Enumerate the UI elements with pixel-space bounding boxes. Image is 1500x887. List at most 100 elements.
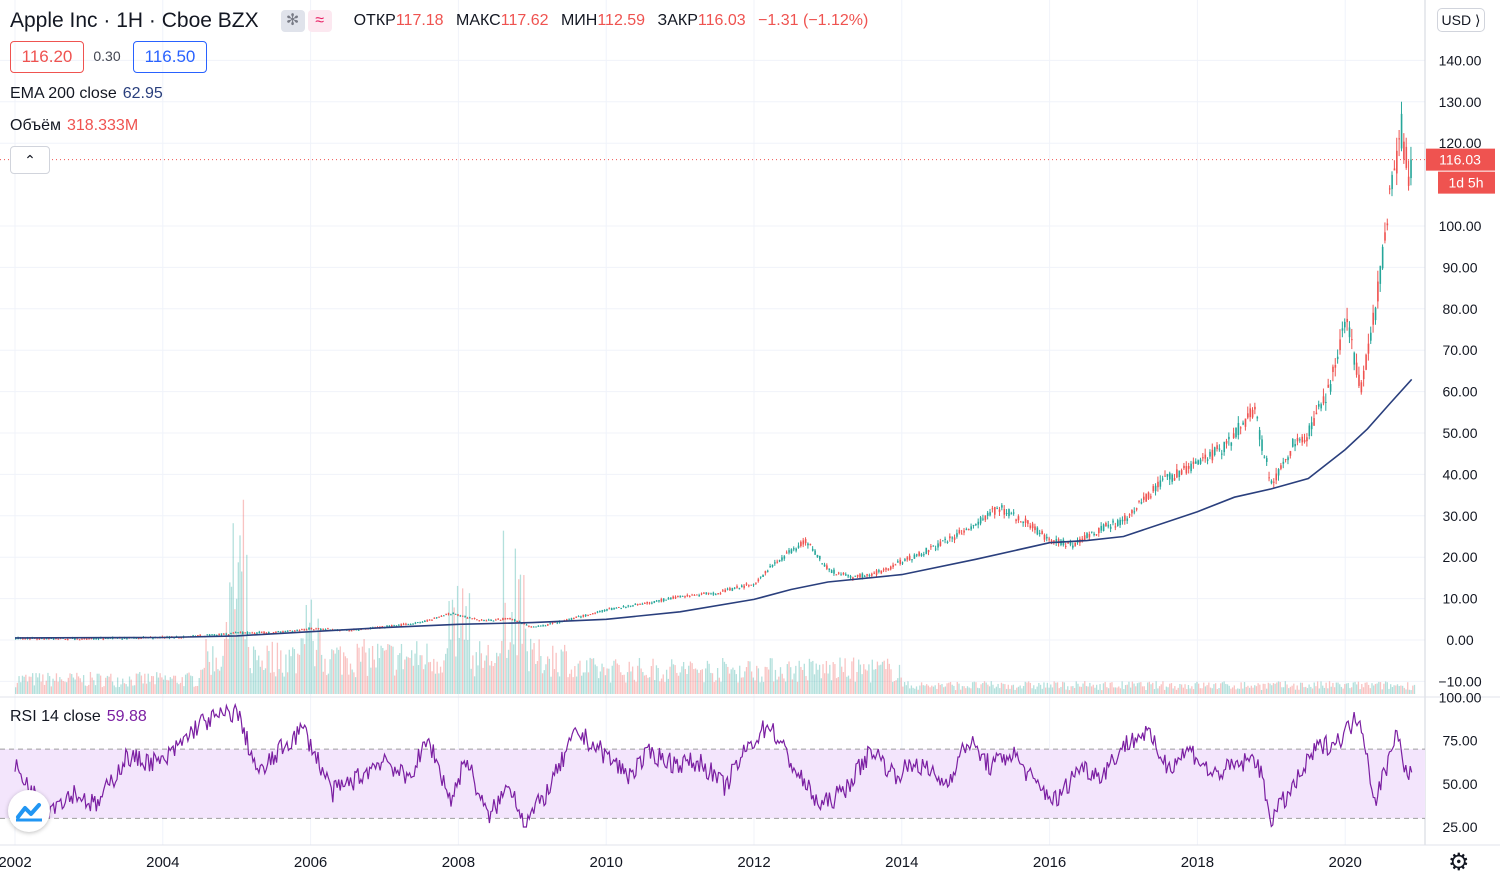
bid-button[interactable]: 116.20 bbox=[10, 41, 84, 73]
volume-bar bbox=[145, 683, 148, 694]
candle bbox=[573, 617, 575, 620]
volume-bar bbox=[973, 681, 975, 694]
candle bbox=[1124, 515, 1126, 521]
candle bbox=[589, 614, 592, 616]
volume-bar bbox=[1199, 688, 1201, 694]
candle bbox=[1107, 524, 1110, 527]
volume-bar bbox=[939, 684, 941, 694]
candle bbox=[305, 629, 308, 631]
candle bbox=[1003, 509, 1006, 515]
candle bbox=[679, 595, 682, 598]
volume-bar bbox=[1401, 685, 1404, 694]
volume-bar bbox=[273, 672, 275, 694]
volume-bar bbox=[710, 672, 712, 694]
volume-bar bbox=[915, 686, 918, 694]
volume-bar bbox=[813, 674, 816, 694]
volume-bar bbox=[679, 672, 681, 694]
symbol-title[interactable]: Apple Inc · 1Н · Cboe BZX bbox=[10, 9, 259, 32]
candle bbox=[764, 571, 767, 574]
candle bbox=[466, 617, 469, 619]
volume-bar bbox=[337, 649, 340, 694]
volume-bar bbox=[1298, 689, 1300, 694]
candle bbox=[206, 634, 209, 636]
volume-bar bbox=[1226, 684, 1229, 694]
volume-bar bbox=[1021, 688, 1023, 694]
candle bbox=[949, 536, 951, 539]
ask-button[interactable]: 116.50 bbox=[133, 41, 207, 73]
volume-bar bbox=[567, 677, 569, 694]
volume-bar bbox=[312, 640, 314, 694]
volume-bar bbox=[1152, 682, 1154, 694]
volume-bar bbox=[1119, 688, 1122, 694]
candle bbox=[658, 600, 660, 602]
candle bbox=[1057, 539, 1060, 544]
volume-bar bbox=[869, 682, 872, 694]
volume-bar bbox=[242, 499, 245, 694]
tradingview-logo-icon[interactable] bbox=[8, 790, 50, 832]
candle bbox=[90, 638, 93, 640]
candle bbox=[391, 625, 393, 627]
candle bbox=[674, 596, 677, 599]
volume-bar bbox=[103, 686, 105, 694]
volume-bar bbox=[960, 689, 962, 694]
close-value: 116.03 bbox=[697, 12, 746, 29]
candle bbox=[1041, 531, 1043, 535]
adjust-icon[interactable]: ≈ bbox=[307, 10, 332, 32]
candle bbox=[1247, 413, 1249, 418]
candle bbox=[1291, 438, 1294, 447]
data-source-icon[interactable]: ✻ bbox=[280, 10, 305, 32]
candle bbox=[1407, 176, 1410, 186]
volume-legend[interactable]: Объём 318.333M bbox=[10, 117, 138, 135]
candle bbox=[1296, 437, 1299, 442]
candle bbox=[499, 619, 502, 621]
volume-bar bbox=[968, 687, 970, 694]
candle bbox=[594, 612, 596, 614]
volume-bar bbox=[1362, 687, 1365, 694]
candle bbox=[471, 618, 474, 620]
candle bbox=[450, 614, 452, 616]
volume-bar bbox=[1163, 689, 1166, 694]
candle bbox=[878, 570, 880, 572]
candle bbox=[556, 622, 559, 624]
volume-bar bbox=[528, 671, 530, 694]
rsi-legend[interactable]: RSI 14 close 59.88 bbox=[10, 708, 147, 726]
volume-bar bbox=[944, 686, 947, 694]
settings-gear-icon[interactable]: ⚙ bbox=[1448, 849, 1470, 876]
collapse-legend-button[interactable]: ⌃ bbox=[10, 146, 50, 174]
volume-bar bbox=[1172, 688, 1174, 694]
candle bbox=[1046, 536, 1048, 539]
candle bbox=[755, 582, 757, 584]
volume-bar bbox=[207, 651, 209, 694]
volume-bar bbox=[256, 660, 258, 694]
volume-bar bbox=[69, 673, 71, 694]
candle bbox=[1339, 339, 1341, 351]
volume-bar bbox=[985, 682, 987, 694]
volume-bar bbox=[489, 665, 491, 694]
candle bbox=[1055, 539, 1058, 543]
volume-bar bbox=[898, 664, 901, 694]
volume-bar bbox=[261, 660, 263, 694]
volume-bar bbox=[796, 681, 799, 694]
volume-bar bbox=[462, 588, 464, 694]
currency-button[interactable]: USD ⟩ bbox=[1437, 8, 1485, 32]
volume-bar bbox=[771, 658, 773, 694]
volume-bar bbox=[854, 681, 856, 694]
ema-legend[interactable]: EMA 200 close 62.95 bbox=[10, 85, 163, 103]
volume-bar bbox=[560, 649, 562, 694]
volume-bar bbox=[587, 672, 590, 694]
candle bbox=[1358, 374, 1360, 386]
candle bbox=[660, 598, 663, 602]
volume-bar bbox=[786, 664, 788, 694]
candle bbox=[1074, 542, 1077, 546]
volume-bar bbox=[900, 677, 902, 694]
volume-bar bbox=[832, 662, 834, 694]
volume-bar bbox=[618, 664, 620, 694]
volume-bar bbox=[1318, 688, 1320, 694]
candle bbox=[828, 568, 831, 570]
volume-bar bbox=[825, 660, 828, 694]
candle bbox=[622, 606, 625, 608]
candle bbox=[1221, 453, 1223, 455]
candle bbox=[606, 609, 608, 611]
volume-bar bbox=[1096, 684, 1098, 694]
